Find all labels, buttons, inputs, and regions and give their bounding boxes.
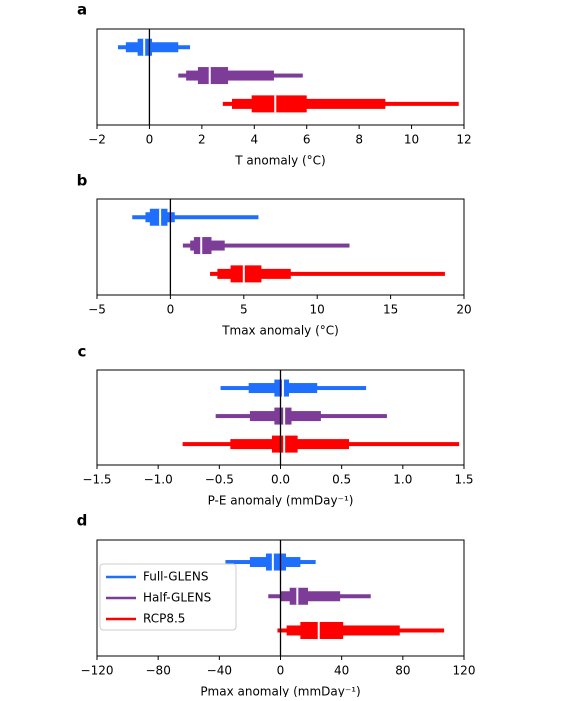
x-tick-label: −1.0 (144, 473, 173, 487)
x-tick-label: 0.0 (271, 473, 290, 487)
x-tick-label: 0 (146, 133, 154, 147)
legend-box (99, 563, 237, 631)
letter-value-box (300, 621, 344, 639)
x-tick-label: 12 (456, 133, 471, 147)
x-axis-label: Pmax anomaly (mmDay⁻¹) (200, 685, 360, 698)
panel-letter: c (78, 343, 87, 361)
x-tick-label: 15 (383, 303, 398, 317)
x-axis-label: P-E anomaly (mmDay⁻¹) (208, 494, 354, 508)
x-tick-label: 80 (395, 664, 410, 678)
x-tick-label: 40 (334, 664, 349, 678)
panel-letter: d (77, 512, 88, 530)
letter-value-box (274, 379, 290, 397)
letter-value-box (182, 243, 350, 248)
letter-value-box (232, 98, 386, 109)
x-tick-label: 2 (198, 133, 206, 147)
panel-letter: a (77, 1, 87, 19)
letter-value-box (197, 67, 229, 85)
x-tick-label: −5 (88, 303, 106, 317)
x-tick-label: −40 (207, 664, 232, 678)
letter-value-box (186, 70, 274, 81)
legend-label: RCP8.5 (143, 612, 185, 626)
x-tick-label: −80 (146, 664, 171, 678)
x-tick-label: 1.0 (393, 473, 412, 487)
x-tick-label: 0.5 (332, 473, 351, 487)
letter-value-box (274, 407, 292, 425)
x-tick-label: −0.5 (205, 473, 234, 487)
letter-value-box (251, 95, 307, 113)
x-tick-label: −2 (88, 133, 106, 147)
letter-value-box (149, 208, 168, 226)
x-tick-label: 1.5 (454, 473, 473, 487)
x-tick-label: 120 (453, 664, 476, 678)
x-tick-label: 8 (355, 133, 363, 147)
plot-frame (96, 198, 465, 296)
x-tick-label: 5 (240, 303, 248, 317)
letter-value-box (289, 587, 309, 605)
letter-value-box (230, 265, 262, 283)
x-tick-label: 20 (456, 303, 471, 317)
x-tick-label: −1.5 (82, 473, 111, 487)
x-tick-label: 10 (404, 133, 419, 147)
x-tick-label: 0 (277, 664, 285, 678)
x-tick-label: 4 (250, 133, 258, 147)
panel-letter: b (77, 172, 88, 190)
legend-label: Half-GLENS (143, 591, 211, 605)
letter-value-box (193, 237, 212, 255)
x-tick-label: 10 (310, 303, 325, 317)
letter-value-box (210, 271, 445, 276)
letter-value-box (132, 215, 259, 220)
x-axis-label: T anomaly (°C) (234, 154, 325, 168)
legend-label: Full-GLENS (143, 570, 208, 584)
letter-value-box (265, 553, 287, 571)
letter-value-box (280, 591, 341, 602)
x-tick-label: 0 (167, 303, 175, 317)
plot-frame (96, 28, 465, 126)
x-tick-label: 6 (303, 133, 311, 147)
x-tick-label: −120 (81, 664, 114, 678)
x-axis-label: Tmax anomaly (°C) (221, 324, 339, 338)
